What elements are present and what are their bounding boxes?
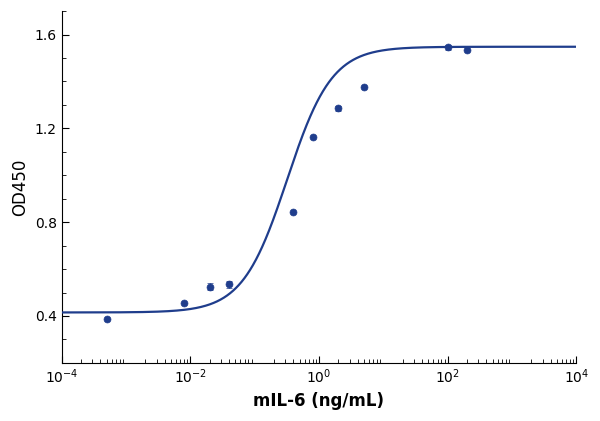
Y-axis label: OD450: OD450 <box>11 158 29 216</box>
X-axis label: mIL-6 (ng/mL): mIL-6 (ng/mL) <box>253 392 385 410</box>
